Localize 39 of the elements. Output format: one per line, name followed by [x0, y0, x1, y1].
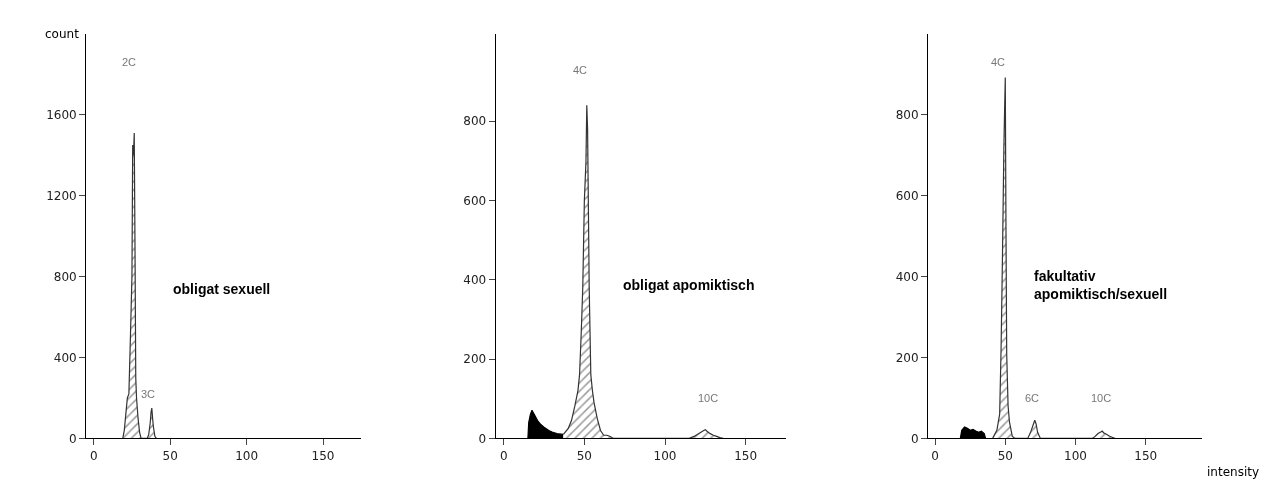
- y-axis-title: count: [45, 27, 80, 41]
- y-tick-label: 400: [895, 269, 919, 284]
- x-tick-label: 100: [653, 448, 677, 463]
- x-tick-label: 100: [1064, 448, 1087, 463]
- annotation: 10C: [698, 392, 719, 404]
- y-tick-label: 400: [463, 272, 487, 287]
- x-tick-label: 100: [235, 448, 259, 463]
- y-tick-label: 0: [478, 431, 487, 446]
- annotation: 2C: [122, 56, 137, 68]
- y-tick-label: 1600: [46, 107, 77, 122]
- y-tick-label: 1200: [46, 188, 77, 203]
- y-tick-label: 400: [53, 350, 77, 365]
- annotation: 6C: [1025, 392, 1040, 404]
- y-tick-label: 800: [53, 269, 77, 284]
- annotation: 4C: [573, 64, 588, 76]
- y-tick-label: 200: [463, 352, 487, 367]
- x-tick-label: 50: [162, 448, 178, 463]
- y-tick-label: 800: [895, 107, 919, 122]
- y-tick-label: 200: [895, 350, 919, 365]
- x-tick-label: 150: [1134, 448, 1158, 463]
- y-tick-label: 0: [910, 431, 919, 446]
- x-tick-label: 50: [997, 448, 1013, 463]
- annotation: obligat apomiktisch: [623, 277, 755, 293]
- x-tick-label: 0: [931, 448, 939, 463]
- x-tick-label: 0: [499, 448, 508, 463]
- annotation: 10C: [1091, 392, 1112, 404]
- y-tick-label: 0: [69, 431, 77, 446]
- x-tick-label: 0: [89, 448, 98, 463]
- x-tick-label: 150: [734, 448, 758, 463]
- annotation: 4C: [991, 56, 1006, 68]
- x-tick-label: 150: [311, 448, 335, 463]
- annotation: obligat sexuell: [173, 281, 271, 297]
- annotation: 3C: [141, 388, 156, 400]
- x-tick-label: 50: [576, 448, 592, 463]
- x-axis-title: intensity: [1207, 465, 1260, 479]
- annotation: fakultativ apomiktisch/sexuell: [1034, 268, 1168, 303]
- y-tick-label: 600: [463, 193, 487, 208]
- y-tick-label: 800: [463, 114, 487, 129]
- y-tick-label: 600: [895, 188, 919, 203]
